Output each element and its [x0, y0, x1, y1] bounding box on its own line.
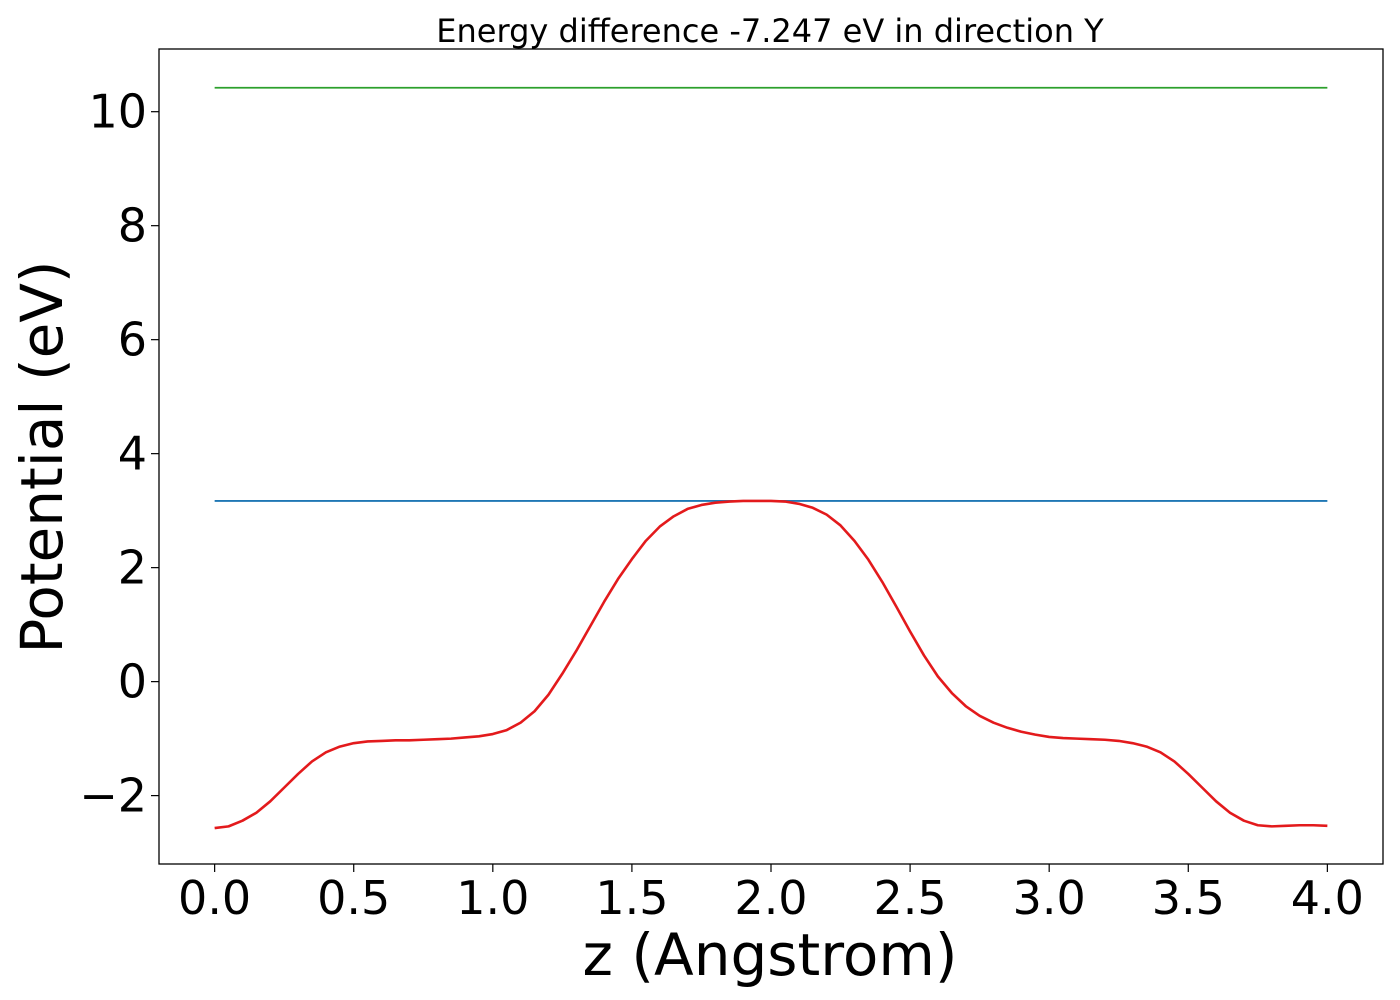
x-tick-label: 3.5 — [1152, 871, 1225, 925]
y-tick-label: 0 — [118, 655, 147, 709]
series-layer — [214, 86, 1328, 830]
x-tick-label: 1.0 — [456, 871, 529, 925]
y-tick-label: 6 — [118, 313, 147, 367]
x-tick-label: 0.5 — [317, 871, 390, 925]
x-tick-label: 3.0 — [1013, 871, 1086, 925]
x-axis: 0.0 0.5 1.0 1.5 2.0 2.5 3.0 3.5 4.0 — [178, 864, 1364, 925]
chart-title: Energy difference -7.247 eV in direction… — [436, 12, 1104, 50]
x-tick-label: 1.5 — [595, 871, 668, 925]
x-tick-label: 2.5 — [874, 871, 947, 925]
x-axis-label: z (Angstrom) — [583, 921, 958, 989]
y-tick-label: 2 — [118, 541, 147, 595]
y-tick-label: 4 — [118, 427, 147, 481]
plot-area — [158, 48, 1384, 865]
x-tick-label: 4.0 — [1291, 871, 1364, 925]
y-tick-label: 10 — [88, 85, 147, 139]
plot-frame — [158, 48, 1384, 865]
x-tick-label: 0.0 — [178, 871, 251, 925]
series-line-3 — [214, 499, 1328, 830]
y-axis: −2 0 2 4 6 8 10 — [79, 85, 159, 823]
y-axis-label: Potential (eV) — [8, 260, 76, 653]
y-tick-label: 8 — [118, 199, 147, 253]
x-tick-label: 2.0 — [734, 871, 807, 925]
y-tick-label: −2 — [79, 769, 147, 823]
